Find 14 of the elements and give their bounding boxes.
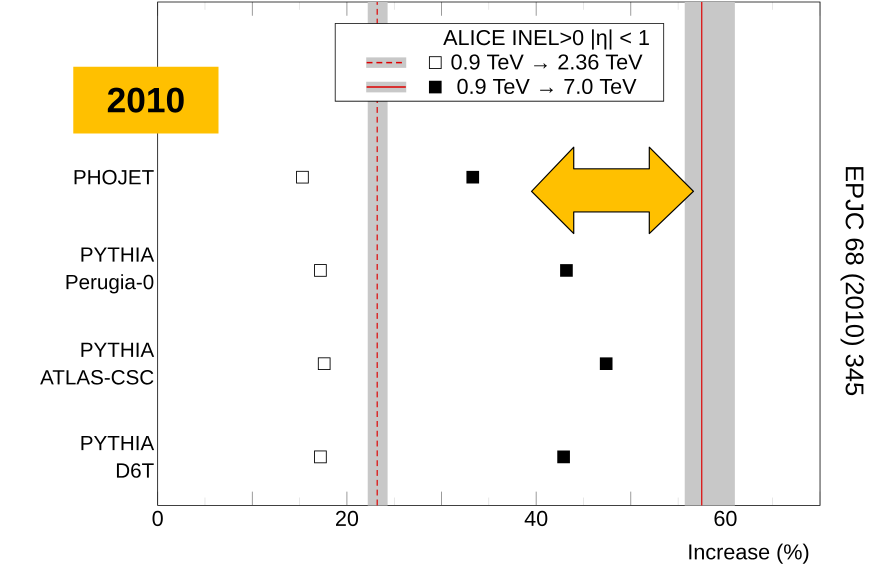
y-tick-label: PHOJET — [74, 170, 154, 184]
x-tick-label: 40 — [524, 510, 548, 526]
x-tick-label: 0 — [152, 510, 163, 526]
x-axis-title: Increase (%) — [689, 544, 808, 564]
x-tick-label: 60 — [714, 510, 737, 526]
legend-label: 0.9 TeV → 2.36 TeV — [451, 54, 642, 70]
legend-label: 0.9 TeV → 7.0 TeV — [457, 78, 636, 94]
text: EPJC 68 (2010) 345 — [840, 167, 864, 395]
legend-title: ALICE INEL>0 |η| < 1 — [443, 29, 649, 50]
y-tick-label: PYTHIA ATLAS-CSC — [40, 342, 154, 384]
x-tick-label: 20 — [336, 510, 358, 526]
y-tick-label: PYTHIA Perugia-0 — [66, 247, 154, 294]
y-tick-label: PYTHIA D6T — [81, 436, 154, 478]
text: 2010 — [108, 87, 184, 112]
